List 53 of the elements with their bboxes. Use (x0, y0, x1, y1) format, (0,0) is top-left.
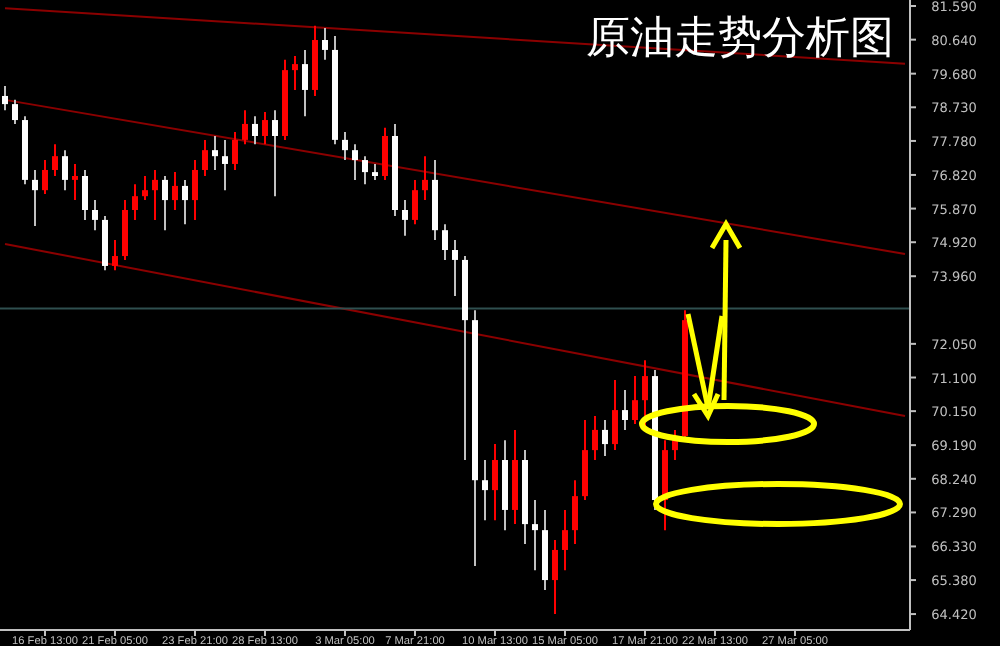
candlestick (322, 26, 328, 61)
candlestick (262, 110, 268, 146)
candlestick (12, 98, 18, 125)
candlestick (142, 175, 148, 202)
candlestick (132, 183, 138, 221)
chart-title: 原油走势分析图 (586, 12, 894, 62)
candlestick (2, 85, 8, 112)
candlestick (572, 479, 578, 545)
candlestick (152, 168, 158, 221)
candlestick (232, 131, 238, 171)
candlestick (52, 143, 58, 177)
candlestick (612, 378, 618, 452)
candlestick (102, 215, 108, 272)
candlestick (422, 155, 428, 202)
candlestick (32, 168, 38, 227)
candlestick (242, 109, 248, 146)
candlestick (592, 415, 598, 462)
candlestick (622, 388, 628, 431)
candlestick (92, 199, 98, 232)
candlestick (382, 126, 388, 181)
candlestick (42, 159, 48, 196)
candlestick (482, 459, 488, 522)
candlestick (292, 54, 298, 91)
candlestick (352, 143, 358, 181)
candlestick (222, 138, 228, 192)
candlestick (302, 48, 308, 118)
candlestick (272, 109, 278, 198)
candlestick (562, 508, 568, 572)
candlestick (402, 199, 408, 237)
candlestick (412, 178, 418, 226)
candlestick (252, 115, 258, 146)
candlestick (162, 175, 168, 232)
candlestick (72, 162, 78, 202)
candlestick (122, 199, 128, 261)
candlestick (182, 178, 188, 226)
candlestick (632, 375, 638, 425)
candlestick (532, 499, 538, 572)
candlestick (212, 134, 218, 171)
candlestick (112, 239, 118, 272)
candlestick (452, 239, 458, 298)
candlestick (202, 138, 208, 177)
candlestick (552, 539, 558, 616)
candlestick (172, 171, 178, 211)
candlestick (342, 131, 348, 162)
candlestick (642, 359, 648, 431)
candlestick (362, 155, 368, 186)
candlestick (582, 419, 588, 502)
candlestick (62, 149, 68, 192)
candlestick (492, 443, 498, 522)
candlestick (442, 223, 448, 261)
candlestick (192, 159, 198, 221)
candlestick (602, 419, 608, 458)
candlestick (82, 168, 88, 221)
